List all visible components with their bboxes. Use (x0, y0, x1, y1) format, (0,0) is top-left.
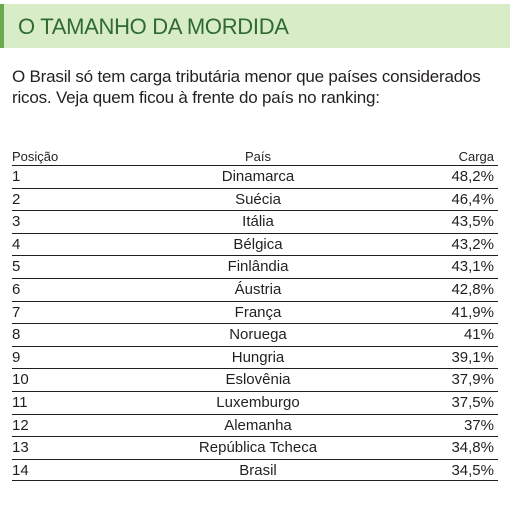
cell-share: 43,5% (451, 213, 494, 231)
cell-country: Bélgica (233, 235, 283, 253)
cell-share: 34,5% (451, 461, 494, 479)
cell-position: 3 (12, 213, 21, 231)
cell-position: 12 (12, 416, 29, 434)
cell-country: Itália (242, 213, 274, 231)
cell-share: 43,1% (451, 258, 494, 276)
header-position: Posição (12, 149, 59, 164)
cell-country: Alemanha (224, 416, 292, 434)
table-row: 8 Noruega 41% (12, 323, 498, 346)
cell-position: 14 (12, 461, 29, 479)
table-body: 1 Dinamarca 48,2% 2 Suécia 46,4% 3 Itália 43,5% 4… (12, 165, 498, 482)
table-row: 13 República Tcheca 34,8% (12, 436, 498, 459)
cell-share: 41% (463, 326, 494, 344)
cell-position: 2 (12, 190, 21, 208)
table-row: 2 Suécia 46,4% (12, 187, 498, 211)
table-row: 9 Hungria 39,1% (12, 345, 498, 369)
cell-country: Eslovênia (225, 371, 291, 389)
table-row: 10 Eslovênia 37,9% (12, 368, 498, 391)
table-row: 7 França 41,9% (12, 300, 498, 324)
table-header: Posição País Carga (12, 145, 498, 165)
cell-country: Noruega (229, 326, 287, 344)
table-row: 6 Áustria 42,8% (12, 277, 498, 301)
cell-position: 10 (12, 371, 29, 389)
cell-share: 37,9% (451, 371, 494, 389)
intro-text: O Brasil só tem carga tributária menor q… (12, 67, 481, 107)
cell-share: 42,8% (451, 280, 494, 298)
table-row: 3 Itália 43,5% (12, 210, 498, 233)
table-row: 5 Finlândia 43,1% (12, 255, 498, 278)
cell-share: 39,1% (451, 348, 494, 366)
cell-share: 37,5% (451, 393, 494, 411)
cell-position: 11 (12, 393, 28, 411)
cell-country: República Tcheca (198, 439, 318, 457)
cell-share: 37% (463, 416, 494, 434)
cell-position: 13 (12, 439, 29, 457)
cell-country: Finlândia (227, 258, 289, 276)
cell-position: 9 (12, 348, 21, 366)
ranking-table: Posição País Carga 1 Dinamarca 48,2% 2 Suéci… (12, 145, 498, 482)
cell-share: 43,2% (451, 235, 494, 253)
table-row: 11 Luxemburgo 37,5% (12, 390, 498, 414)
cell-share: 34,8% (451, 439, 494, 457)
cell-share: 41,9% (451, 303, 494, 321)
table-row: 1 Dinamarca 48,2% (12, 165, 498, 188)
cell-position: 4 (12, 235, 21, 253)
header-share: Carga (458, 149, 494, 164)
cell-country: Hungria (231, 348, 285, 366)
top-rule (0, 0, 518, 4)
cell-share: 46,4% (451, 190, 494, 208)
table-row: 14 Brasil 34,5% (12, 458, 498, 482)
cell-position: 5 (12, 258, 21, 276)
cell-share: 48,2% (451, 168, 494, 185)
cell-country: Brasil (239, 461, 277, 479)
cell-country: França (234, 303, 282, 321)
table-row: 4 Bélgica 43,2% (12, 232, 498, 256)
table-row: 12 Alemanha 37% (12, 413, 498, 437)
cell-position: 1 (12, 168, 21, 185)
cell-country: Áustria (234, 280, 282, 298)
page-title: O TAMANHO DA MORDIDA (18, 14, 289, 39)
cell-country: Suécia (235, 190, 281, 208)
header-country: País (244, 149, 271, 164)
cell-position: 8 (12, 326, 21, 344)
header-band: O TAMANHO DA MORDIDA (0, 4, 510, 48)
cell-country: Luxemburgo (216, 393, 300, 411)
cell-position: 7 (12, 303, 21, 321)
cell-position: 6 (12, 280, 21, 298)
cell-country: Dinamarca (221, 168, 295, 185)
